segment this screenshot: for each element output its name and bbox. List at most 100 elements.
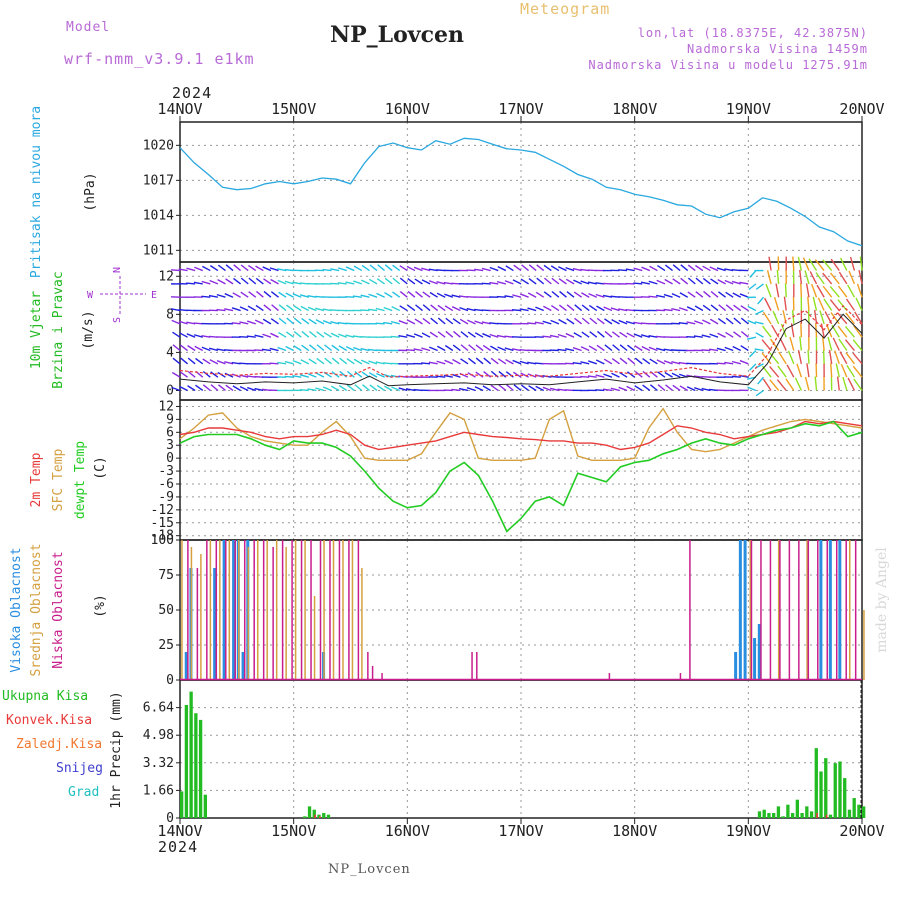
wind-arrow — [172, 344, 181, 352]
cloud-bar — [835, 540, 838, 680]
wind-arrow — [835, 363, 840, 378]
wind-arrow — [186, 267, 196, 272]
t2m-line — [179, 420, 863, 451]
y-tick-label: 4 — [166, 345, 174, 360]
wind-arrow — [716, 267, 726, 272]
precip-conv-bars — [314, 813, 828, 818]
wind-arrow — [460, 344, 469, 352]
wind-arrow — [822, 285, 833, 298]
wind-arrow — [292, 293, 302, 298]
wind-arrow — [233, 264, 242, 272]
wind-arrow — [194, 345, 204, 352]
wind-arrow — [797, 256, 803, 271]
wind-arrow — [475, 371, 484, 378]
wind-arrow — [354, 371, 363, 378]
wind-arrow — [474, 386, 484, 392]
precip-bar — [838, 761, 842, 818]
cloud-bar — [769, 540, 772, 680]
wind-arrow — [626, 371, 636, 378]
wind-arrow — [717, 278, 726, 285]
wind-arrow — [807, 349, 810, 364]
wind-arrow — [407, 304, 416, 312]
precip-legend-3: Snijeg — [56, 761, 103, 776]
cloud-bar — [826, 540, 829, 680]
wind-arrow — [551, 277, 560, 285]
wind-arrow — [209, 265, 219, 272]
wind-arrow — [407, 277, 416, 285]
wind-arrow — [362, 384, 370, 392]
precip-bar — [776, 806, 781, 818]
wind-arrow — [626, 332, 635, 338]
wind-arrow — [852, 339, 863, 351]
wind-arrow — [368, 278, 378, 285]
wind-arrow — [641, 345, 651, 352]
wind-arrow — [383, 306, 393, 312]
precip-bar — [843, 778, 847, 818]
wind-arrow — [595, 282, 605, 285]
wind-arrow — [444, 359, 454, 365]
wind-arrow — [663, 308, 673, 312]
wind-arrow — [474, 320, 484, 325]
wind-arrow — [407, 290, 416, 298]
cloud-bar — [854, 540, 857, 680]
year-top: 2024 — [172, 84, 213, 102]
wind-arrow — [520, 372, 529, 378]
footer-station: NP_Lovcen — [328, 862, 411, 877]
precip-bar — [198, 719, 203, 818]
wind-arrow — [847, 284, 856, 298]
wind-arrow — [718, 304, 727, 312]
cloud-unit: (%) — [93, 594, 108, 617]
wind-arrow — [709, 266, 719, 272]
cloud-bar — [351, 540, 354, 680]
wind-arrow — [300, 359, 310, 365]
wind-arrow — [360, 309, 370, 312]
wind-arrow — [254, 334, 264, 338]
wind-arrow — [413, 388, 423, 392]
wind-arrow — [467, 319, 476, 325]
wind-arrow — [482, 344, 492, 352]
cloud-bar — [247, 547, 250, 680]
wind-arrow — [263, 278, 272, 285]
wind-arrow — [566, 291, 575, 298]
wind-arrow — [732, 292, 742, 298]
model-label: Model — [66, 20, 111, 35]
wind-arrow — [292, 281, 302, 285]
wind-arrow — [284, 360, 294, 365]
wind-arrow — [209, 359, 219, 365]
wind-arrow — [558, 278, 567, 285]
wind-arrow — [376, 384, 385, 392]
wind-arrow — [262, 318, 272, 325]
wind-arrow — [665, 384, 673, 392]
wind-arrow — [633, 267, 643, 272]
wind-arrow — [702, 277, 711, 285]
wind-arrow — [330, 268, 340, 272]
date-label-bottom: 18NOV — [612, 822, 657, 840]
wind-arrow — [822, 259, 833, 272]
wind-arrow — [596, 344, 605, 352]
wind-arrow — [619, 331, 628, 338]
precip-bar — [781, 816, 785, 818]
page-title: NP_Lovcen — [330, 22, 464, 48]
y-tick-label: 1017 — [143, 173, 174, 188]
wind-arrow — [805, 283, 810, 298]
cloud-bar — [743, 540, 747, 680]
precip-bar — [852, 798, 856, 818]
wind-arrow — [596, 317, 605, 325]
wind-arrow — [765, 283, 772, 298]
wind-arrow — [797, 349, 803, 364]
wind-arrow — [580, 268, 590, 272]
wind-arrow — [686, 362, 696, 365]
cloud-bar — [361, 568, 363, 680]
wind-arrow — [186, 321, 196, 325]
wind-arrow — [649, 265, 658, 272]
wind-arrow — [573, 291, 583, 298]
wind-arrow — [376, 292, 385, 298]
wind-arrow — [308, 358, 317, 365]
wind-arrow — [836, 376, 840, 391]
wind-arrow — [731, 268, 741, 272]
wind-arrow — [246, 375, 256, 378]
wind-arrow — [233, 277, 242, 285]
wind-arrow — [377, 264, 386, 272]
wind-arrow — [208, 335, 218, 338]
wind-arrow — [330, 309, 340, 312]
